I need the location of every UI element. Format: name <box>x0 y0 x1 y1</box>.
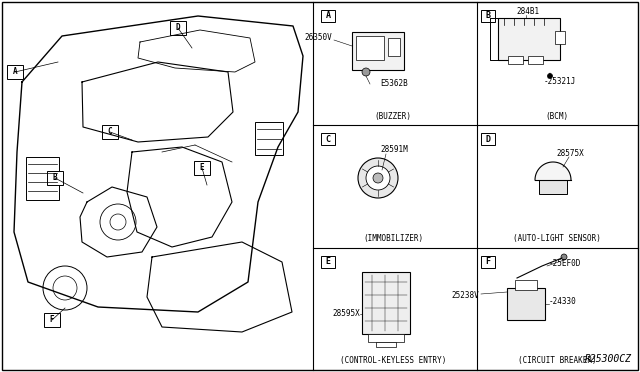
Text: 26350V: 26350V <box>304 33 332 42</box>
Bar <box>321 133 335 145</box>
Bar <box>362 272 410 334</box>
Bar <box>321 10 335 22</box>
Bar <box>102 125 118 139</box>
Bar <box>7 65 23 79</box>
Bar <box>481 256 495 268</box>
Circle shape <box>366 166 390 190</box>
Bar <box>255 122 283 155</box>
Text: C: C <box>326 135 330 144</box>
Text: 28575X: 28575X <box>556 150 584 158</box>
Bar <box>508 56 523 64</box>
Text: F: F <box>486 257 490 266</box>
Text: (CIRCUIT BREAKER): (CIRCUIT BREAKER) <box>518 356 596 365</box>
Text: (BCM): (BCM) <box>545 112 568 121</box>
Text: (CONTROL-KEYLESS ENTRY): (CONTROL-KEYLESS ENTRY) <box>340 356 446 365</box>
Text: -24330: -24330 <box>549 298 577 307</box>
Bar <box>44 313 60 327</box>
Bar <box>321 256 335 268</box>
Text: E: E <box>326 257 330 266</box>
Text: -25321J: -25321J <box>544 77 577 87</box>
Text: 25238V: 25238V <box>451 292 479 301</box>
Circle shape <box>547 74 552 78</box>
Bar <box>194 161 210 175</box>
Text: (AUTO-LIGHT SENSOR): (AUTO-LIGHT SENSOR) <box>513 234 601 244</box>
Text: (IMMOBILIZER): (IMMOBILIZER) <box>363 234 423 244</box>
Text: A: A <box>326 12 330 20</box>
Text: B: B <box>486 12 490 20</box>
Text: A: A <box>13 67 17 77</box>
Bar <box>515 280 537 290</box>
Bar <box>481 10 495 22</box>
Circle shape <box>53 276 77 300</box>
Circle shape <box>110 214 126 230</box>
Text: B: B <box>52 173 58 183</box>
Circle shape <box>358 158 398 198</box>
Circle shape <box>561 254 567 260</box>
Text: C: C <box>108 128 112 137</box>
Circle shape <box>373 173 383 183</box>
Circle shape <box>43 266 87 310</box>
Bar <box>170 21 186 35</box>
Bar <box>356 36 384 60</box>
Bar <box>555 31 565 44</box>
Text: 28591M: 28591M <box>380 145 408 154</box>
Bar <box>507 288 545 320</box>
Bar <box>376 342 396 347</box>
Text: D: D <box>176 23 180 32</box>
Text: D: D <box>486 135 490 144</box>
Bar <box>352 32 404 70</box>
Bar <box>539 180 567 194</box>
Text: -25EF0D: -25EF0D <box>549 260 581 269</box>
Bar <box>528 56 543 64</box>
Text: 28595X: 28595X <box>332 310 360 318</box>
Circle shape <box>362 68 370 76</box>
Polygon shape <box>535 162 571 180</box>
Bar <box>47 171 63 185</box>
Bar <box>481 133 495 145</box>
Bar <box>388 38 400 56</box>
Circle shape <box>100 204 136 240</box>
Bar <box>498 18 560 60</box>
Text: R25300CZ: R25300CZ <box>585 354 632 364</box>
Text: F: F <box>50 315 54 324</box>
Text: 284B1: 284B1 <box>516 7 539 16</box>
Bar <box>368 334 404 342</box>
Text: (BUZZER): (BUZZER) <box>374 112 412 121</box>
Text: E: E <box>200 164 204 173</box>
Text: E5362B: E5362B <box>380 80 408 89</box>
Bar <box>26 157 59 200</box>
